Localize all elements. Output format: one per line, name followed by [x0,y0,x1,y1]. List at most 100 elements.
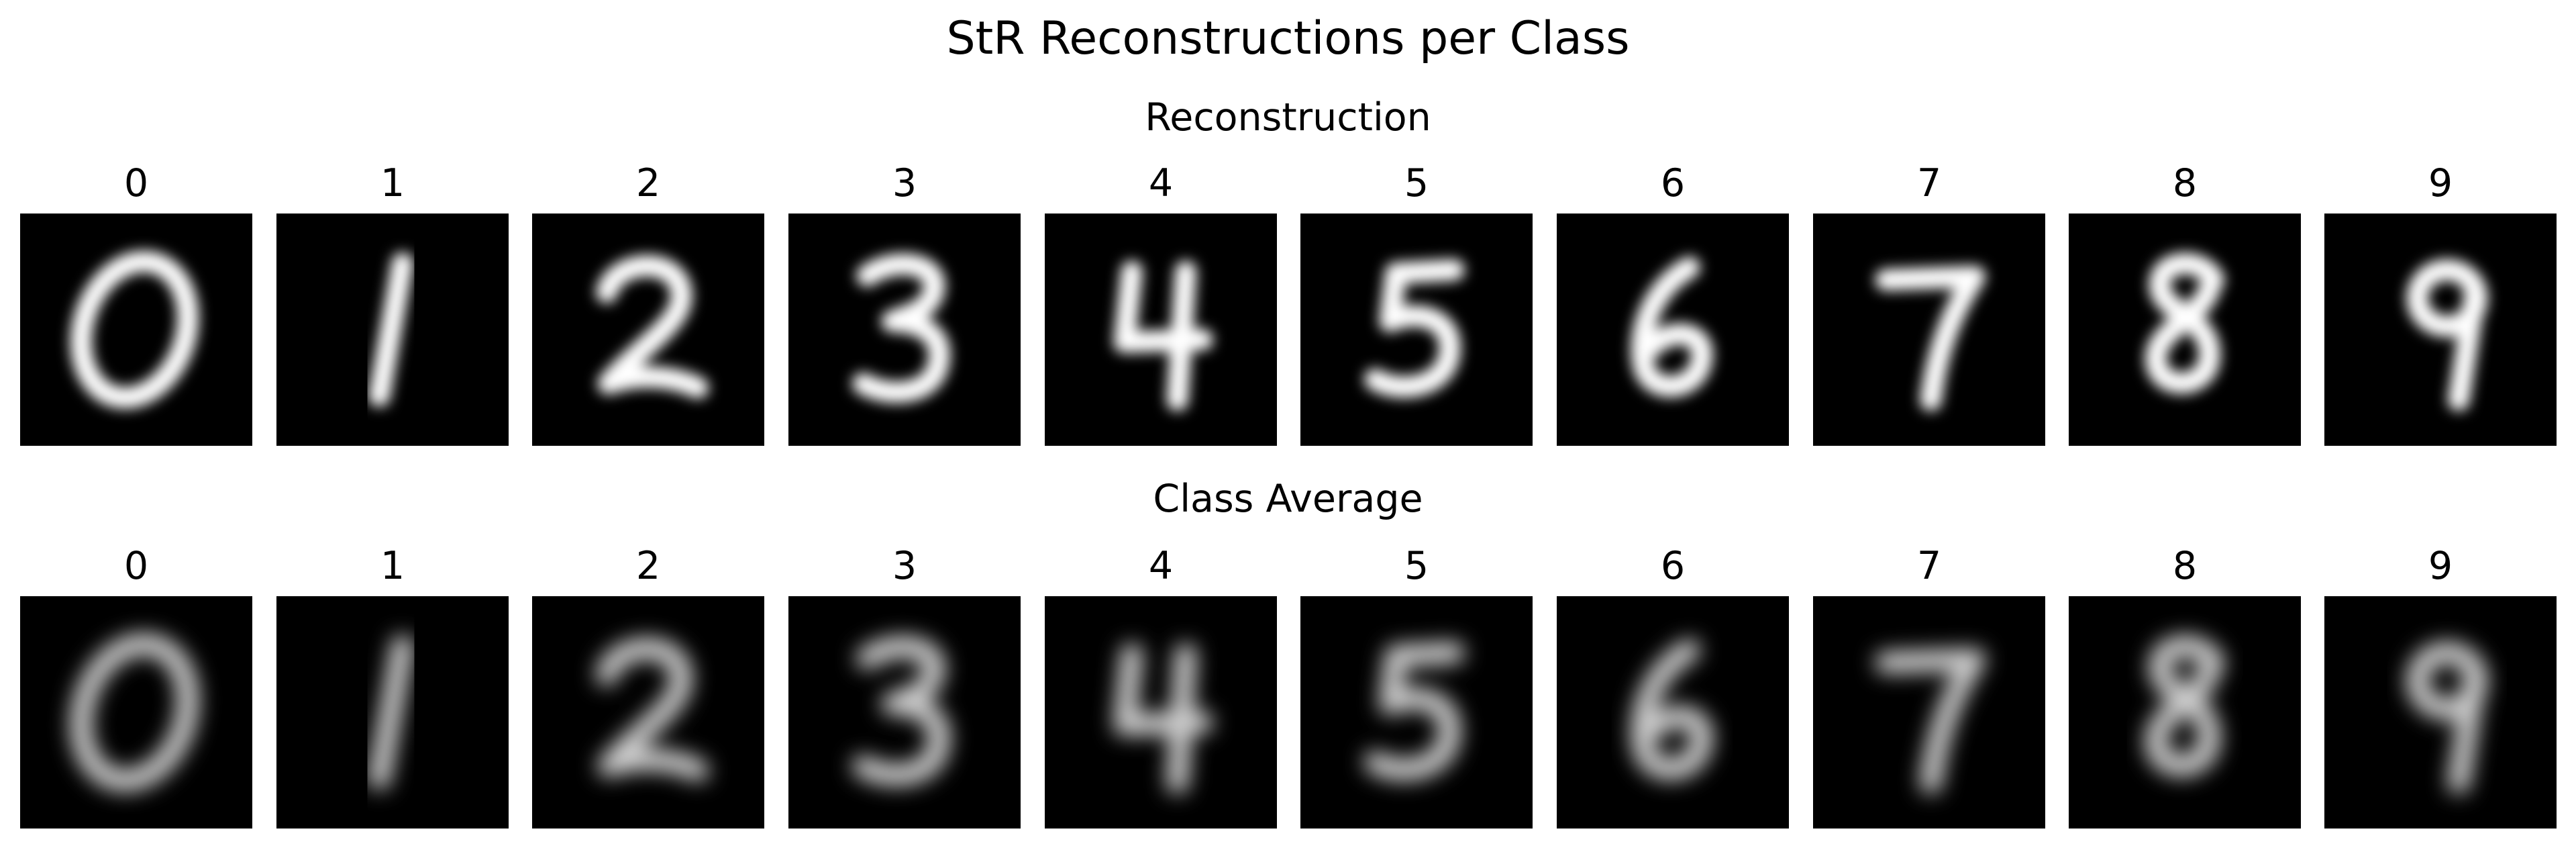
digit-image-canvas [2069,596,2301,829]
digit-image-canvas [276,596,509,829]
digit-stroke [2406,641,2488,794]
digit-image [2324,214,2557,446]
digit-image [276,596,509,829]
digit-image [1557,596,1789,829]
digit-stroke [1364,258,1465,398]
digit-image-canvas [532,596,764,829]
digit-panel-label: 5 [1404,544,1429,588]
digit-image-canvas [788,596,1021,829]
digit-panel-recon-2: 2 [532,161,764,446]
digit-image-canvas [1300,596,1533,829]
digit-panel-recon-7: 7 [1813,161,2045,446]
digit-image-canvas [20,596,252,829]
digit-image [788,214,1021,446]
digit-panel-recon-3: 3 [788,161,1021,446]
digit-image-canvas [1557,596,1789,829]
digit-panel-label: 9 [2428,544,2453,588]
digit-panel-label: 3 [892,161,917,205]
digit-image-canvas [532,214,764,446]
digit-stroke [1875,265,1986,412]
digit-panel-recon-1: 1 [276,161,509,446]
digit-stroke [70,633,199,792]
digit-image [1813,214,2045,446]
digit-stroke [368,635,413,790]
digit-image [2324,596,2557,829]
digit-image-canvas [276,214,509,446]
digit-image [2069,214,2301,446]
digit-stroke [70,250,199,409]
digit-stroke [852,253,951,404]
class-average-section-title: Class Average [1153,477,1423,521]
digit-image [1557,214,1789,446]
digit-image [276,214,509,446]
digit-image [1045,214,1277,446]
digit-stroke [596,254,709,399]
class-average-row: 0 1 2 3 4 5 6 7 8 9 [20,544,2557,829]
digit-image-canvas [2324,214,2557,446]
digit-panel-avg-0: 0 [20,544,252,829]
digit-image [1813,596,2045,829]
digit-panel-label: 7 [1916,161,1942,205]
digit-panel-label: 8 [2172,161,2198,205]
digit-panel-recon-6: 6 [1557,161,1789,446]
digit-stroke [2145,252,2225,394]
digit-stroke [1364,641,1465,781]
digit-image-canvas [1045,214,1277,446]
digit-panel-avg-3: 3 [788,544,1021,829]
digit-panel-label: 1 [380,161,405,205]
digit-stroke [368,252,413,407]
digit-image [1045,596,1277,829]
digit-stroke [2406,258,2488,412]
digit-panel-label: 4 [1148,161,1174,205]
digit-stroke [1631,639,1713,780]
digit-panel-avg-2: 2 [532,544,764,829]
digit-panel-label: 0 [123,544,149,588]
digit-image [532,214,764,446]
digit-panel-recon-4: 4 [1045,161,1277,446]
digit-image-canvas [2069,214,2301,446]
digit-panel-label: 8 [2172,544,2198,588]
digit-stroke [1113,261,1213,412]
digit-panel-label: 3 [892,544,917,588]
digit-stroke [1875,648,1986,794]
digit-panel-recon-5: 5 [1300,161,1533,446]
digit-image-canvas [20,214,252,446]
figure-title: StR Reconstructions per Class [946,12,1630,65]
reconstruction-section-title: Reconstruction [1145,95,1431,140]
digit-panel-avg-7: 7 [1813,544,2045,829]
digit-panel-label: 4 [1148,544,1174,588]
digit-stroke [1113,643,1213,794]
digit-image [2069,596,2301,829]
digit-panel-recon-0: 0 [20,161,252,446]
digit-panel-avg-6: 6 [1557,544,1789,829]
digit-image [532,596,764,829]
digit-image-canvas [788,214,1021,446]
digit-image-canvas [1300,214,1533,446]
digit-image [20,214,252,446]
digit-image [20,596,252,829]
digit-stroke [852,636,951,786]
digit-panel-label: 0 [123,161,149,205]
digit-panel-label: 6 [1660,161,1686,205]
digit-image-canvas [1813,596,2045,829]
digit-panel-label: 9 [2428,161,2453,205]
digit-panel-avg-9: 9 [2324,544,2557,829]
digit-panel-avg-4: 4 [1045,544,1277,829]
digit-panel-avg-1: 1 [276,544,509,829]
digit-image-canvas [1813,214,2045,446]
digit-stroke [2145,635,2225,777]
digit-image-canvas [1557,214,1789,446]
digit-panel-recon-9: 9 [2324,161,2557,446]
digit-stroke [596,637,709,782]
digit-panel-label: 7 [1916,544,1942,588]
digit-panel-label: 6 [1660,544,1686,588]
digit-panel-avg-5: 5 [1300,544,1533,829]
digit-stroke [1631,256,1713,397]
digit-panel-label: 2 [635,161,661,205]
digit-panel-label: 2 [635,544,661,588]
digit-panel-label: 1 [380,544,405,588]
digit-panel-recon-8: 8 [2069,161,2301,446]
digit-image [1300,596,1533,829]
digit-panel-label: 5 [1404,161,1429,205]
digit-panel-avg-8: 8 [2069,544,2301,829]
